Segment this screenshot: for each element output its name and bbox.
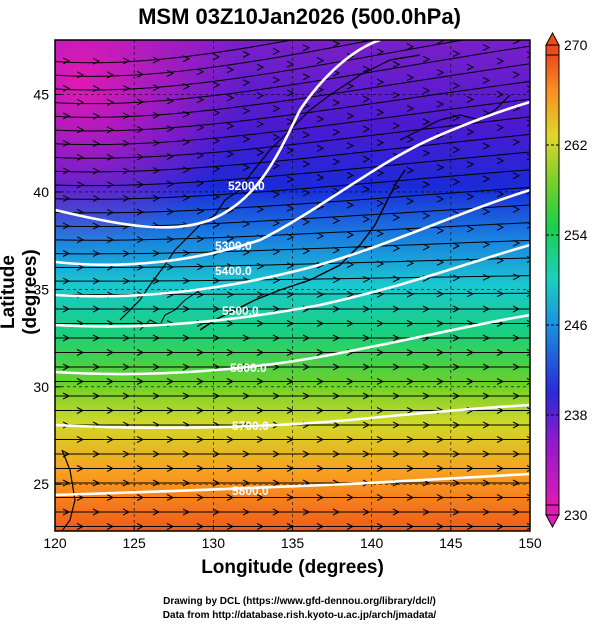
credit-line-2: Data from http://database.rish.kyoto-u.a… bbox=[162, 610, 437, 621]
x-axis: 120 125 130 135 140 145 150 bbox=[43, 525, 542, 551]
contour-line bbox=[55, 188, 530, 298]
y-tick-label: 35 bbox=[33, 281, 49, 297]
contour-label: 5600.0 bbox=[230, 361, 267, 375]
x-tick-label: 130 bbox=[202, 535, 226, 551]
credit-line-1: Drawing by DCL (https://www.gfd-dennou.o… bbox=[163, 596, 436, 607]
contour-label: 5700.0 bbox=[232, 419, 269, 433]
x-tick-label: 125 bbox=[122, 535, 146, 551]
contour-line bbox=[55, 313, 530, 376]
y-axis-label: Latitude (degrees) bbox=[0, 249, 41, 335]
lat-lon-grid bbox=[55, 40, 530, 531]
colorbar-tick-label: 238 bbox=[564, 407, 588, 423]
coastlines bbox=[61, 54, 511, 531]
colorbar-tick-label: 262 bbox=[564, 137, 588, 153]
contour-line bbox=[55, 100, 530, 267]
y-tick-label: 30 bbox=[33, 379, 49, 395]
contour-label: 5400.0 bbox=[215, 264, 252, 278]
contour-label: 5200.0 bbox=[228, 179, 265, 193]
contour-line bbox=[55, 40, 381, 229]
x-tick-label: 140 bbox=[360, 535, 384, 551]
contour-line bbox=[55, 243, 530, 328]
contour-line bbox=[55, 403, 530, 430]
x-tick-label: 145 bbox=[439, 535, 463, 551]
colorbar: 270 262 254 246 238 230 bbox=[545, 31, 588, 529]
plot-title: MSM 03Z10Jan2026 (500.0hPa) bbox=[138, 4, 461, 29]
contour-label: 5500.0 bbox=[222, 304, 259, 318]
wind-streamlines bbox=[55, 40, 530, 530]
plot-area: 5200.0 5300.0 5400.0 5500.0 5600.0 5700.0 5800… bbox=[54, 39, 531, 532]
height-contours: 5200.0 5300.0 5400.0 5500.0 5600.0 5700.0 5800… bbox=[55, 40, 530, 498]
colorbar-tick-label: 246 bbox=[564, 317, 588, 333]
x-axis-label: Longitude (degrees) bbox=[201, 557, 384, 578]
y-tick-label: 40 bbox=[33, 184, 49, 200]
colorbar-tick-label: 230 bbox=[564, 507, 588, 523]
y-tick-label: 25 bbox=[33, 476, 49, 492]
contour-line bbox=[55, 472, 530, 497]
colorbar-tick-label: 270 bbox=[564, 37, 588, 53]
colorbar-tick-label: 254 bbox=[564, 227, 588, 243]
contour-label: 5800.0 bbox=[232, 484, 269, 498]
x-tick-label: 150 bbox=[518, 535, 542, 551]
contour-label: 5300.0 bbox=[215, 239, 252, 253]
y-axis: 25 30 35 40 45 bbox=[33, 87, 61, 492]
x-tick-label: 135 bbox=[281, 535, 305, 551]
x-tick-label: 120 bbox=[43, 535, 67, 551]
y-tick-label: 45 bbox=[33, 87, 49, 103]
